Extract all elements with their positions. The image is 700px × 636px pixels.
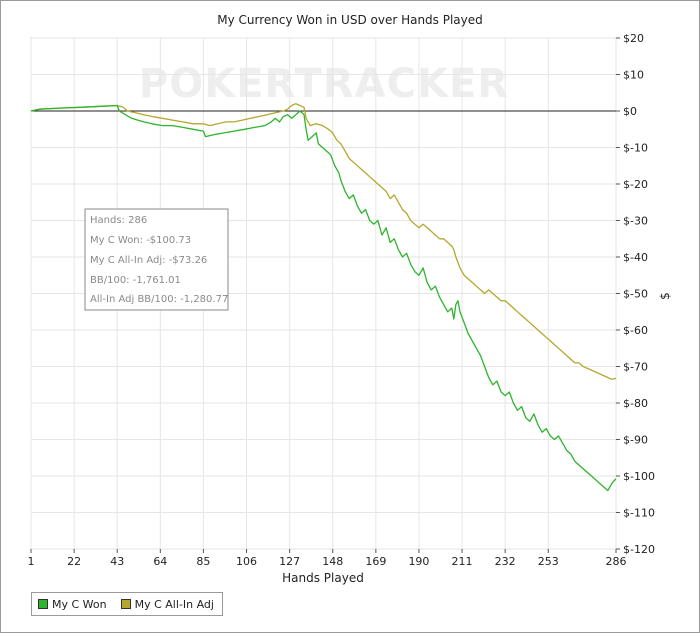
y-tick-label: $-110: [623, 507, 655, 520]
tooltip-box: [84, 208, 229, 311]
x-axis-label: Hands Played: [282, 571, 364, 585]
tooltip-line: My C Won: -$100.73: [90, 235, 191, 246]
x-tick-label: 232: [495, 555, 516, 568]
x-tick-label: 43: [110, 555, 124, 568]
y-tick-label: $-100: [623, 470, 655, 483]
y-tick-label: $-70: [623, 361, 648, 374]
tooltip-line: Hands: 286: [90, 215, 147, 226]
y-tick-label: $0: [623, 105, 637, 118]
y-tick-label: $-20: [623, 178, 648, 191]
y-tick-label: $-120: [623, 543, 655, 556]
tooltip-line: My C All-In Adj: -$73.26: [90, 255, 207, 266]
tooltip-line: All-In Adj BB/100: -1,280.77: [90, 294, 228, 305]
y-tick-label: $-10: [623, 142, 648, 155]
y-tick-label: $-40: [623, 251, 648, 264]
x-tick-label: 127: [279, 555, 300, 568]
x-tick-label: 1: [28, 555, 35, 568]
x-tick-label: 148: [322, 555, 343, 568]
chart-title: My Currency Won in USD over Hands Played: [217, 13, 483, 27]
x-tick-label: 211: [452, 555, 473, 568]
legend-swatch-my-c-won: [38, 599, 48, 609]
legend-item-my-c-all-in-adj[interactable]: My C All-In Adj: [120, 597, 214, 611]
y-tick-label: $-30: [623, 215, 648, 228]
y-tick-label: $-50: [623, 288, 648, 301]
legend-item-my-c-won[interactable]: My C Won: [38, 598, 107, 611]
series-layer: [30, 103, 617, 492]
x-tick-label: 253: [538, 555, 559, 568]
x-tick-label: 286: [606, 555, 627, 568]
series-line-my-c-won: [30, 104, 617, 492]
x-tick-label: 190: [408, 555, 429, 568]
y-tick-label: $10: [623, 69, 644, 82]
x-tick-label: 85: [196, 555, 210, 568]
watermark-logo: POKERTRACKER: [139, 61, 509, 107]
x-tick-label: 64: [153, 555, 167, 568]
tooltip-line: BB/100: -1,761.01: [90, 275, 181, 286]
y-axis-label: $: [658, 292, 672, 300]
y-tick-label: $20: [623, 32, 644, 45]
y-tick-label: $-60: [623, 324, 648, 337]
y-tick-label: $-80: [623, 397, 648, 410]
x-tick-label: 106: [236, 555, 257, 568]
x-tick-label: 169: [365, 555, 386, 568]
hover-tooltip: Hands: 286 My C Won: -$100.73 My C All-I…: [84, 208, 229, 311]
y-tick-label: $-90: [623, 434, 648, 447]
legend-swatch-my-c-all-in-adj: [120, 599, 131, 609]
x-axis-ticks: 1 22 43 64 85 106 127 148 169 190 211 232 253 286: [28, 549, 627, 568]
x-tick-label: 22: [67, 555, 81, 568]
y-axis-ticks: $20 $10 $0 $-10 $-20 $-30 $-40 $-50 $-60 $-70 $-80…: [616, 32, 655, 556]
legend-label: My C Won: [52, 597, 107, 611]
series-line-my-c-all-in-adj: [30, 103, 617, 380]
legend-label: My C All-In Adj: [134, 597, 214, 611]
chart-legend: My C Won My C All-In Adj: [31, 592, 223, 616]
